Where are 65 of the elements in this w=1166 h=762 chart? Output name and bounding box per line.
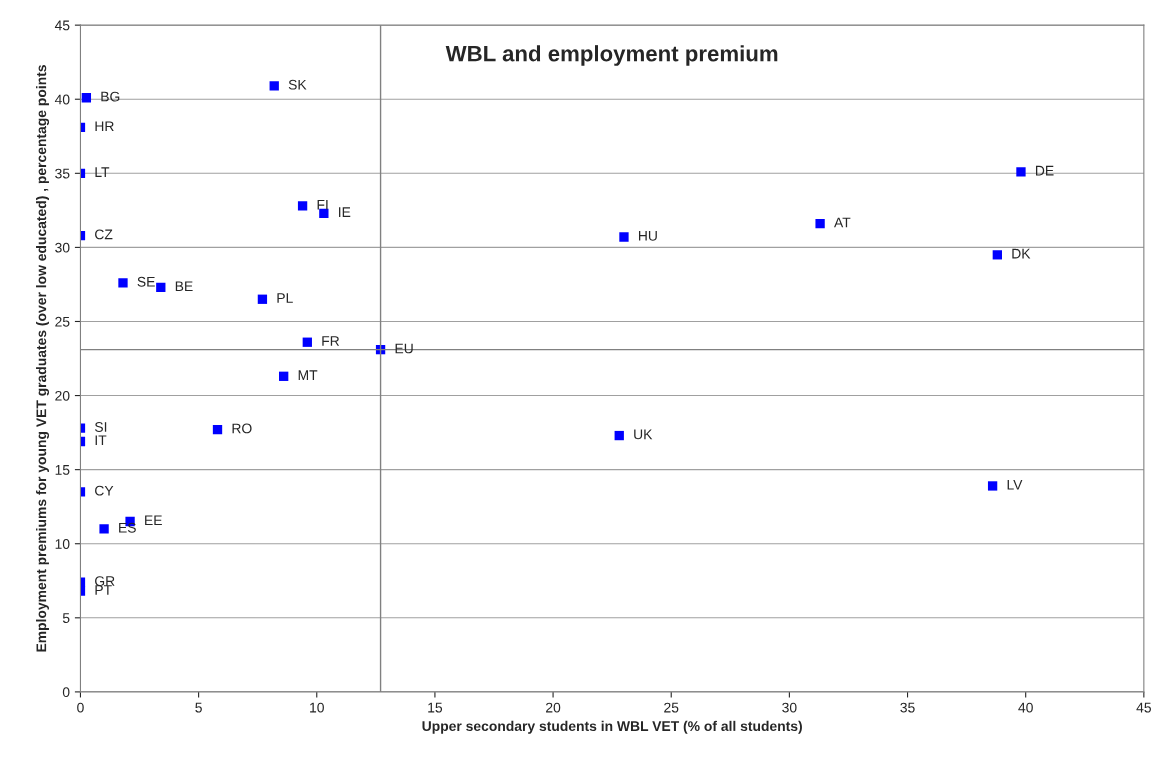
annotation: EE	[145, 515, 162, 526]
y-tick-label: 40	[54, 94, 70, 105]
point	[212, 424, 223, 435]
point	[156, 282, 166, 293]
annotation: CY	[95, 485, 114, 496]
annotation: DE	[1035, 165, 1054, 176]
x-tick-label: 40	[1018, 702, 1033, 713]
annotation: FR	[322, 336, 340, 346]
annotation: LT	[95, 167, 110, 177]
annotation: SK	[288, 79, 307, 90]
annotation: HU	[638, 231, 657, 241]
annotation: IE	[339, 207, 351, 217]
x-tick-label: 25	[664, 702, 679, 713]
text: WBL and employment premium	[445, 45, 778, 66]
annotation: MT	[298, 370, 318, 380]
x-tick-label: 30	[782, 702, 797, 713]
y-tick-label: 10	[55, 539, 70, 549]
annotation: LV	[1007, 479, 1023, 490]
x-axis-title: Upper secondary students in WBL VET (% of all students)	[422, 720, 802, 734]
point	[279, 371, 289, 381]
annotation: AT	[834, 217, 851, 228]
annotation: BG	[101, 91, 120, 102]
x-tick-label: 45	[1136, 702, 1151, 713]
y-tick-label: 20	[55, 390, 70, 401]
annotation: ES	[119, 522, 136, 533]
y-axis-title: Employment premiums for young VET graduates (over low educated) , percentage points	[36, 65, 50, 652]
x-tick-label: 20	[546, 702, 561, 713]
point	[269, 81, 279, 91]
annotation: PT	[95, 585, 112, 595]
annotation: SE	[137, 276, 155, 287]
y-tick-label: 25	[55, 316, 70, 327]
point	[614, 430, 624, 441]
annotation: DK	[1012, 248, 1031, 259]
y-tick-label: 5	[62, 613, 70, 623]
y-tick-label: 35	[55, 168, 70, 179]
point	[81, 93, 92, 103]
point	[815, 219, 825, 229]
x-tick-label: 5	[195, 702, 202, 713]
annotation: SI	[94, 422, 107, 432]
y-tick-label: 30	[55, 242, 70, 253]
point	[992, 250, 1002, 260]
point	[302, 337, 312, 347]
x-tick-label: 0	[77, 702, 84, 713]
annotation: BE	[175, 281, 193, 291]
point	[99, 524, 109, 534]
y-tick-label: 0	[62, 687, 70, 698]
annotation: HR	[95, 121, 114, 131]
point	[257, 294, 268, 304]
x-tick-label: 15	[428, 702, 443, 713]
annotation: CZ	[95, 229, 113, 240]
point	[1016, 167, 1026, 177]
annotation: PL	[277, 293, 293, 303]
point	[619, 232, 629, 242]
annotation: RO	[232, 423, 252, 434]
x-tick-label: 35	[900, 702, 915, 713]
y-tick-label: 15	[55, 465, 70, 475]
point	[118, 278, 128, 288]
point	[987, 481, 998, 491]
y-tick-label: 45	[54, 20, 70, 31]
annotation: FI	[317, 199, 328, 210]
point	[297, 201, 308, 211]
annotation: IT	[95, 435, 107, 446]
x-tick-label: 10	[310, 702, 324, 713]
annotation: GR	[95, 576, 115, 586]
annotation: UK	[634, 429, 653, 440]
